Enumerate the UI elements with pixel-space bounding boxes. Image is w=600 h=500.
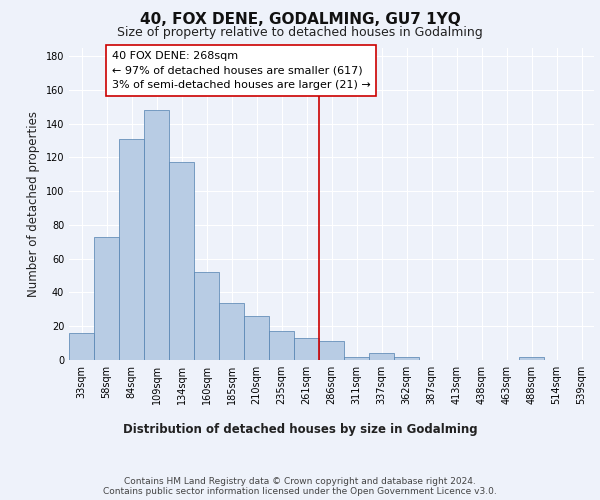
Bar — [194, 272, 219, 360]
Text: 40 FOX DENE: 268sqm
← 97% of detached houses are smaller (617)
3% of semi-detach: 40 FOX DENE: 268sqm ← 97% of detached ho… — [112, 51, 370, 90]
Bar — [144, 110, 169, 360]
Text: Contains HM Land Registry data © Crown copyright and database right 2024.
Contai: Contains HM Land Registry data © Crown c… — [103, 476, 497, 496]
Bar — [394, 356, 419, 360]
Bar — [69, 333, 94, 360]
Text: 40, FOX DENE, GODALMING, GU7 1YQ: 40, FOX DENE, GODALMING, GU7 1YQ — [140, 12, 460, 28]
Y-axis label: Number of detached properties: Number of detached properties — [27, 111, 40, 296]
Bar — [94, 236, 119, 360]
Bar — [369, 353, 394, 360]
Text: Distribution of detached houses by size in Godalming: Distribution of detached houses by size … — [122, 422, 478, 436]
Bar — [169, 162, 194, 360]
Bar — [519, 356, 544, 360]
Bar — [269, 332, 294, 360]
Bar — [244, 316, 269, 360]
Bar — [219, 302, 244, 360]
Bar — [119, 138, 144, 360]
Bar — [294, 338, 319, 360]
Bar — [344, 356, 369, 360]
Bar — [319, 342, 344, 360]
Text: Size of property relative to detached houses in Godalming: Size of property relative to detached ho… — [117, 26, 483, 39]
